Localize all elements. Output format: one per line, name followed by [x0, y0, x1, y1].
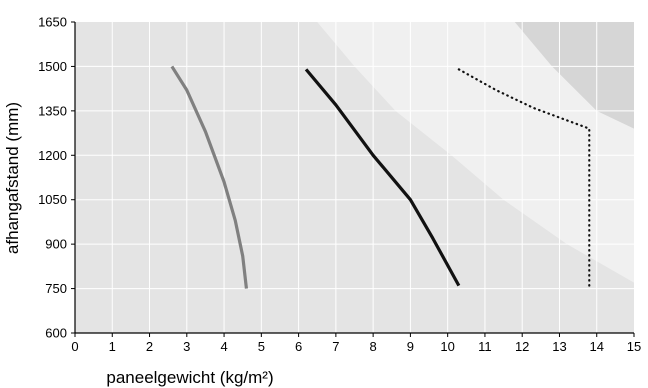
- y-tick-label: 1350: [38, 103, 67, 118]
- x-tick-label: 9: [407, 339, 414, 354]
- y-tick-label: 1050: [38, 192, 67, 207]
- x-tick-label: 6: [295, 339, 302, 354]
- x-tick-label: 2: [146, 339, 153, 354]
- shaded-region-2: [514, 22, 634, 129]
- x-tick-label: 13: [552, 339, 566, 354]
- y-tick-label: 1500: [38, 59, 67, 74]
- x-tick-label: 3: [183, 339, 190, 354]
- x-tick-label: 10: [440, 339, 454, 354]
- x-tick-label: 4: [220, 339, 227, 354]
- y-tick-label: 1650: [38, 15, 67, 30]
- x-tick-label: 14: [589, 339, 603, 354]
- y-tick-label: 900: [45, 237, 67, 252]
- series-line-2: [304, 68, 461, 287]
- x-tick-label: 1: [109, 339, 116, 354]
- series-line-3: [457, 68, 591, 290]
- y-tick-label: 1200: [38, 148, 67, 163]
- x-tick-label: 8: [370, 339, 377, 354]
- x-tick-label: 0: [71, 339, 78, 354]
- y-tick-label: 750: [45, 281, 67, 296]
- x-tick-label: 11: [478, 339, 492, 354]
- x-axis-title: paneelgewicht (kg/m²): [106, 368, 273, 387]
- y-axis-title: afhangafstand (mm): [3, 102, 22, 254]
- x-tick-label: 12: [515, 339, 529, 354]
- x-tick-label: 5: [258, 339, 265, 354]
- series-line-1: [170, 65, 249, 289]
- y-tick-label: 600: [45, 326, 67, 341]
- x-tick-label: 15: [627, 339, 641, 354]
- shaded-region-1: [317, 22, 634, 283]
- x-tick-label: 7: [332, 339, 339, 354]
